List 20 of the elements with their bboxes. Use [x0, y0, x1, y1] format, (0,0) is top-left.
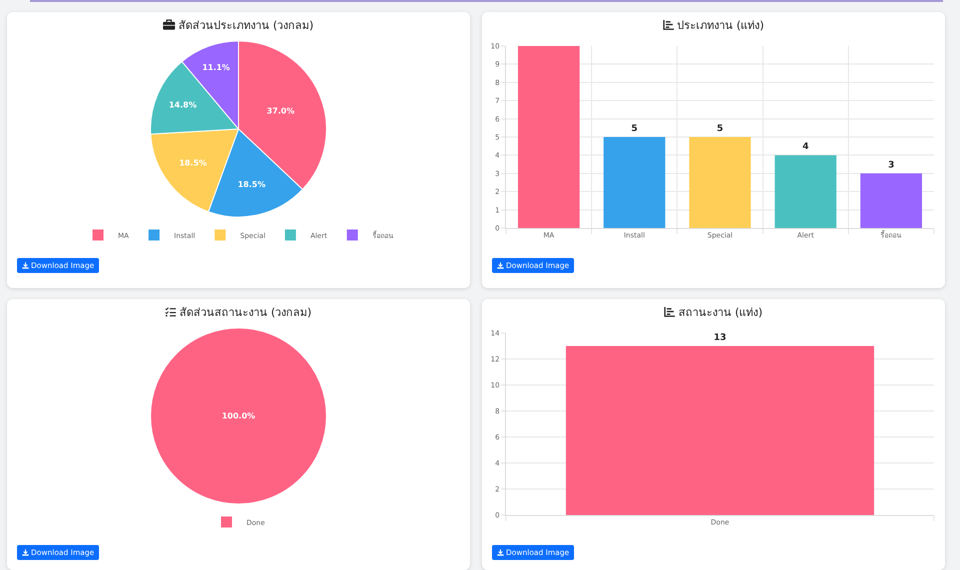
- chart-title: ประเภทงาน (แท่ง): [676, 19, 764, 32]
- data-label: 14.8%: [168, 100, 197, 110]
- data-label: 5: [716, 124, 724, 134]
- data-label: 5: [631, 124, 638, 134]
- data-label: 4: [802, 142, 809, 152]
- data-label: 13: [714, 333, 726, 343]
- bar: [689, 137, 751, 228]
- data-label: 3: [888, 160, 894, 170]
- data-label: 37.0%: [266, 106, 295, 116]
- bar: [604, 137, 666, 228]
- chart-title: สัดส่วนสถานะงาน (วงกลม): [179, 306, 312, 319]
- data-label: 11.1%: [202, 62, 230, 72]
- data-label: 18.5%: [179, 158, 207, 168]
- chart-title: สถานะงาน (แท่ง): [678, 306, 763, 319]
- chart-title: สัดส่วนประเภทงาน (วงกลม): [178, 19, 314, 32]
- data-label: 18.5%: [238, 180, 266, 189]
- bar: [774, 155, 836, 228]
- bar: [860, 173, 922, 228]
- data-label: 100.0%: [222, 412, 256, 420]
- bar: [518, 46, 580, 228]
